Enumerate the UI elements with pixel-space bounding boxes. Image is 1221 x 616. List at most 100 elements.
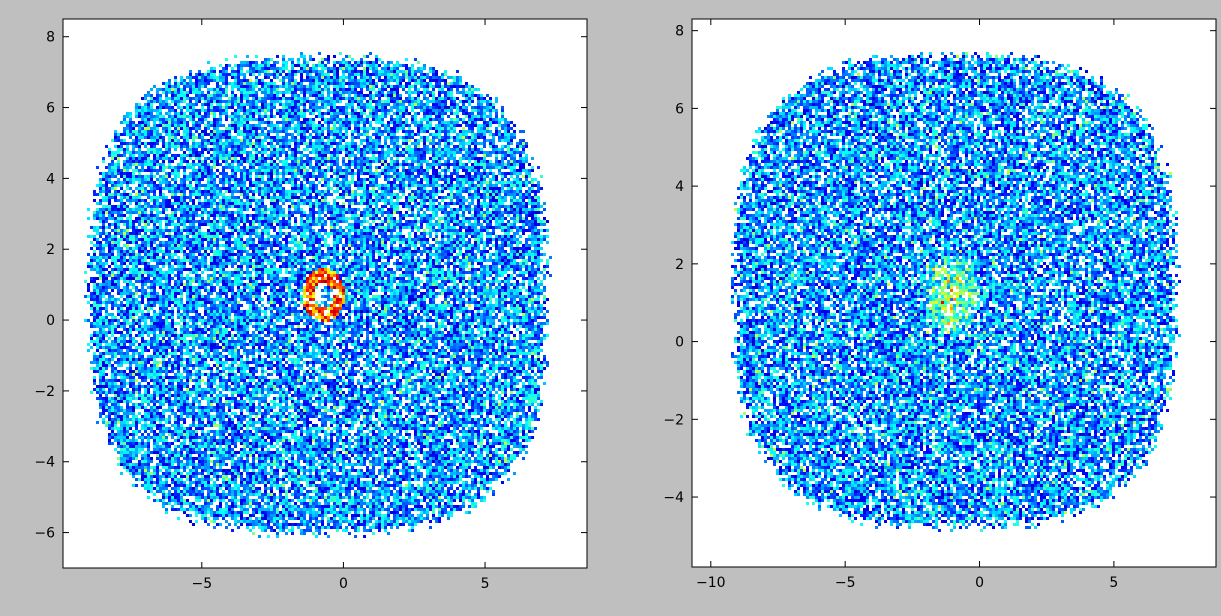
heatmap-cell: [318, 109, 321, 112]
heatmap-cell: [252, 190, 255, 193]
heatmap-cell: [189, 91, 192, 94]
heatmap-cell: [459, 91, 462, 94]
heatmap-cell: [348, 145, 351, 148]
heatmap-cell: [477, 172, 480, 175]
heatmap-cell: [147, 109, 150, 112]
heatmap-cell: [297, 121, 300, 124]
heatmap-cell: [366, 148, 369, 151]
heatmap-cell: [498, 124, 501, 127]
heatmap-cell: [525, 184, 528, 187]
heatmap-cell: [360, 103, 363, 106]
heatmap-cell: [348, 124, 351, 127]
heatmap-cell: [522, 175, 525, 178]
heatmap-cell: [174, 169, 177, 172]
heatmap-cell: [414, 178, 417, 181]
heatmap-cell: [306, 172, 309, 175]
heatmap-cell: [177, 163, 180, 166]
heatmap-cell: [216, 103, 219, 106]
heatmap-cell: [300, 202, 303, 205]
heatmap-cell: [291, 193, 294, 196]
heatmap-cell: [165, 124, 168, 127]
heatmap-cell: [213, 121, 216, 124]
heatmap-cell: [150, 103, 153, 106]
heatmap-cell: [126, 142, 129, 145]
heatmap-cell: [288, 205, 291, 208]
heatmap-cell: [261, 172, 264, 175]
heatmap-cell: [339, 151, 342, 154]
heatmap-cell: [159, 187, 162, 190]
heatmap-cell: [456, 79, 459, 82]
heatmap-cell: [201, 178, 204, 181]
heatmap-cell: [276, 136, 279, 139]
heatmap-cell: [351, 106, 354, 109]
heatmap-cell: [342, 106, 345, 109]
heatmap-cell: [240, 133, 243, 136]
heatmap-cell: [258, 163, 261, 166]
heatmap-cell: [258, 199, 261, 202]
heatmap-cell: [492, 148, 495, 151]
heatmap-cell: [189, 151, 192, 154]
heatmap-cell: [537, 166, 540, 169]
heatmap-cell: [192, 175, 195, 178]
heatmap-cell: [471, 139, 474, 142]
heatmap-cell: [327, 118, 330, 121]
heatmap-cell: [387, 166, 390, 169]
heatmap-cell: [303, 103, 306, 106]
heatmap-cell: [237, 148, 240, 151]
heatmap-cell: [198, 73, 201, 76]
heatmap-cell: [474, 160, 477, 163]
heatmap-cell: [354, 145, 357, 148]
heatmap-cell: [387, 94, 390, 97]
heatmap-cell: [372, 133, 375, 136]
heatmap-cell: [366, 160, 369, 163]
heatmap-cell: [171, 190, 174, 193]
heatmap-cell: [318, 199, 321, 202]
heatmap-cell: [168, 136, 171, 139]
heatmap-cell: [171, 94, 174, 97]
heatmap-cell: [363, 103, 366, 106]
heatmap-cell: [354, 154, 357, 157]
heatmap-cell: [474, 154, 477, 157]
heatmap-cell: [333, 97, 336, 100]
heatmap-cell: [465, 85, 468, 88]
heatmap-cell: [156, 115, 159, 118]
heatmap-cell: [465, 142, 468, 145]
heatmap-cell: [330, 70, 333, 73]
heatmap-cell: [264, 151, 267, 154]
heatmap-cell: [420, 169, 423, 172]
heatmap-cell: [240, 103, 243, 106]
heatmap-cell: [129, 175, 132, 178]
heatmap-cell: [357, 97, 360, 100]
heatmap-cell: [300, 157, 303, 160]
heatmap-cell: [423, 103, 426, 106]
heatmap-cell: [456, 139, 459, 142]
heatmap-cell: [336, 82, 339, 85]
heatmap-cell: [435, 154, 438, 157]
heatmap-cell: [381, 133, 384, 136]
heatmap-cell: [189, 106, 192, 109]
heatmap-cell: [450, 100, 453, 103]
heatmap-cell: [483, 142, 486, 145]
heatmap-cell: [366, 88, 369, 91]
heatmap-cell: [387, 70, 390, 73]
heatmap-cell: [315, 157, 318, 160]
heatmap-cell: [123, 127, 126, 130]
heatmap-cell: [309, 184, 312, 187]
heatmap-cell: [255, 55, 258, 58]
heatmap-cell: [168, 133, 171, 136]
heatmap-cell: [234, 118, 237, 121]
heatmap-cell: [231, 106, 234, 109]
heatmap-cell: [444, 82, 447, 85]
heatmap-cell: [339, 145, 342, 148]
heatmap-cell: [474, 94, 477, 97]
heatmap-cell: [306, 136, 309, 139]
heatmap-cell: [420, 151, 423, 154]
heatmap-cell: [372, 175, 375, 178]
heatmap-cell: [249, 88, 252, 91]
heatmap-cell: [183, 160, 186, 163]
heatmap-cell: [390, 88, 393, 91]
heatmap-cell: [480, 127, 483, 130]
heatmap-cell: [198, 202, 201, 205]
heatmap-cell: [261, 67, 264, 70]
heatmap-cell: [246, 187, 249, 190]
